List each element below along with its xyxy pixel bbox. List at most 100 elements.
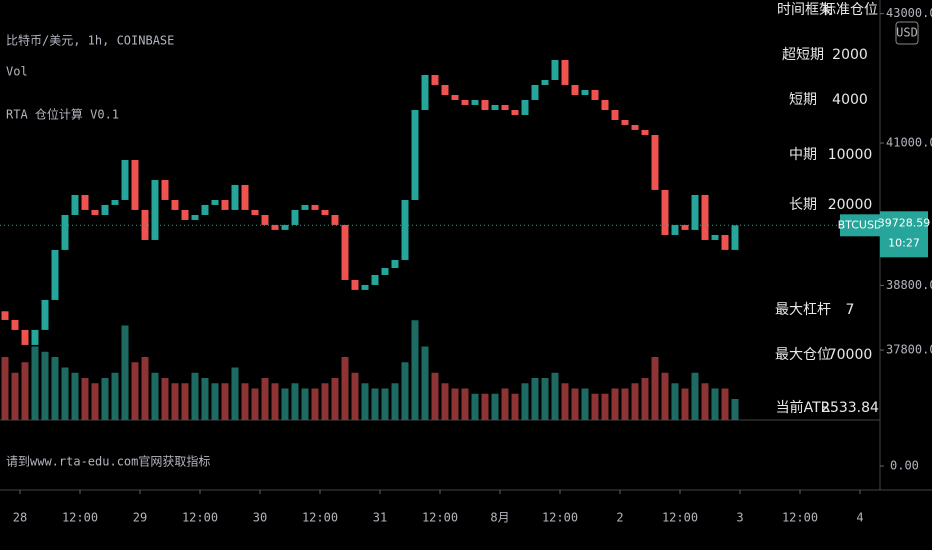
volume-bar	[91, 383, 99, 420]
candle-body	[721, 234, 729, 250]
volume-bar	[261, 378, 269, 420]
candle-body	[291, 209, 299, 225]
x-tick-label: 12:00	[62, 511, 98, 525]
volume-bar	[1, 357, 9, 420]
volume-bar	[571, 388, 579, 420]
table-value: 70000	[828, 347, 873, 363]
candle-body	[81, 194, 89, 210]
candle-body	[391, 259, 399, 268]
volume-bar	[461, 388, 469, 420]
candle-body	[671, 224, 679, 235]
volume-bar	[151, 372, 159, 420]
x-tick-label: 12:00	[182, 511, 218, 525]
table-header: 标准仓位	[822, 2, 878, 18]
candle-body	[131, 159, 139, 210]
volume-bar	[191, 372, 199, 420]
countdown: 10:27	[888, 236, 920, 249]
candle-body	[281, 224, 289, 230]
currency-box[interactable]	[895, 21, 919, 45]
table-label: 最大杠杆	[775, 302, 831, 318]
candle-body	[151, 179, 159, 240]
x-tick-label: 30	[253, 511, 267, 525]
candle-body	[631, 124, 639, 130]
volume-bar	[541, 378, 549, 420]
candle-body	[91, 209, 99, 215]
candle-body	[431, 75, 439, 85]
candle-body	[71, 194, 79, 215]
volume-bar	[551, 372, 559, 420]
candle-body	[481, 99, 489, 111]
volume-bar	[671, 383, 679, 420]
volume-bar	[581, 388, 589, 420]
y-tick-label: 43000.00	[886, 6, 932, 20]
last-price-label: 39728.59	[878, 216, 931, 229]
candle-body	[41, 299, 49, 330]
candle-body	[111, 199, 119, 205]
candle-body	[51, 249, 59, 300]
candle-body	[711, 234, 719, 240]
table-value: 20000	[828, 197, 873, 213]
x-tick-label: 3	[736, 511, 743, 525]
volume-bar	[691, 372, 699, 420]
candle-body	[471, 99, 479, 105]
candle-body	[581, 89, 589, 96]
candle-body	[321, 209, 329, 215]
volume-bar	[201, 378, 209, 420]
candle-body	[651, 134, 659, 190]
currency: USD	[896, 26, 918, 40]
volume-bar	[631, 383, 639, 420]
x-tick-label: 29	[133, 511, 147, 525]
volume-bar	[291, 383, 299, 420]
candle-body	[571, 84, 579, 96]
volume-bar	[591, 393, 599, 420]
candle-body	[351, 279, 359, 290]
volume-bar	[601, 393, 609, 420]
table-value: 2533.84	[821, 400, 879, 416]
candle-body	[381, 267, 389, 275]
candle-body	[331, 214, 339, 225]
candle-body	[251, 209, 259, 215]
candle-body	[161, 179, 169, 200]
candle-body	[701, 194, 709, 240]
volume-bar	[331, 378, 339, 420]
volume-bar	[501, 388, 509, 420]
x-tick-label: 12:00	[542, 511, 578, 525]
volume-bar	[441, 383, 449, 420]
volume-bar	[471, 393, 479, 420]
volume-bar	[531, 378, 539, 420]
candle-body	[31, 329, 39, 345]
volume-bar	[511, 393, 519, 420]
candle-body	[11, 319, 19, 330]
candle-body	[621, 119, 629, 125]
candle-body	[171, 199, 179, 210]
volume-bar	[621, 388, 629, 420]
candle-body	[601, 99, 609, 111]
volume-bar	[371, 388, 379, 420]
volume-bar	[561, 383, 569, 420]
y-tick-label: 38800.00	[886, 278, 932, 292]
candle-body	[451, 95, 459, 100]
candle-body	[501, 104, 509, 111]
candle-body	[591, 89, 599, 100]
volume-bar	[131, 362, 139, 420]
volume-bar	[41, 351, 49, 420]
y-tick-label: 41000.00	[886, 136, 932, 150]
x-tick-label: 2	[616, 511, 623, 525]
volume-bar	[451, 388, 459, 420]
volume-bar	[361, 383, 369, 420]
volume-bar	[381, 388, 389, 420]
symbol-label: BTCUSD	[838, 218, 883, 231]
candle-body	[531, 84, 539, 100]
volume-bar	[491, 393, 499, 420]
volume-bar	[391, 383, 399, 420]
volume-bar	[321, 383, 329, 420]
candle-body	[61, 214, 69, 250]
candle-body	[221, 199, 229, 210]
volume-bar	[141, 357, 149, 420]
x-tick-label: 12:00	[662, 511, 698, 525]
volume-bar	[311, 388, 319, 420]
table-label: 当前ATR	[776, 399, 831, 416]
volume-bar	[341, 357, 349, 420]
candle-body	[271, 224, 279, 230]
